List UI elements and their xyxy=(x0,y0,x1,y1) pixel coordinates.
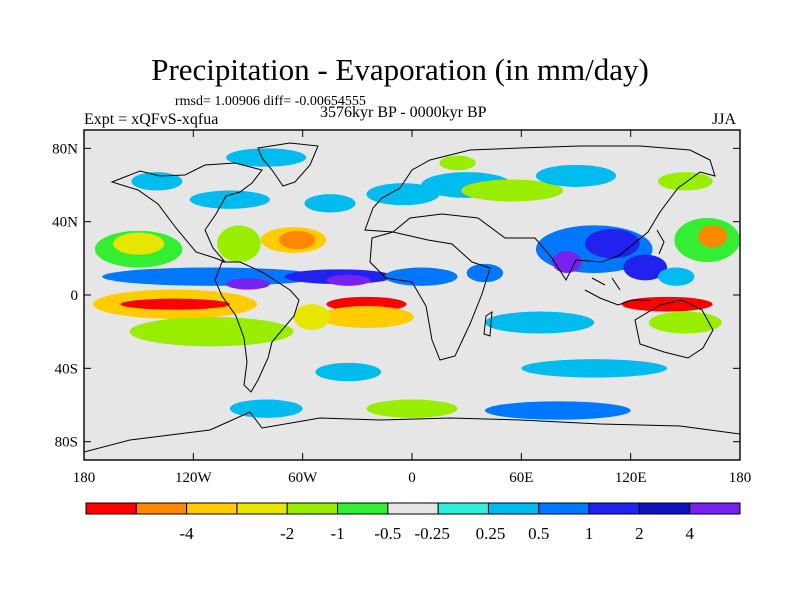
field-patch-35 xyxy=(621,296,713,312)
field-patch-25 xyxy=(326,274,371,286)
coast-south-america xyxy=(214,261,300,393)
map-axes: 80N 40N 0 40S 80S 180 120W 60W 0 60E 120E 180 xyxy=(52,130,751,486)
colorbar-swatch-7 xyxy=(437,502,489,515)
lon-tick-label-3: 0 xyxy=(408,470,416,486)
lon-tick-label-2: 60W xyxy=(288,470,318,486)
colorbar-swatch-11 xyxy=(638,502,691,515)
coast-north-america xyxy=(110,162,263,263)
lat-tick-label-1: 40N xyxy=(52,215,78,231)
colorbar-swatch-8 xyxy=(487,502,540,515)
colorbar-label-3: -0.5 xyxy=(374,524,401,543)
lat-tick-label-2: 0 xyxy=(71,288,79,304)
period-label: 3576kyr BP - 0000kyr BP xyxy=(320,104,487,121)
colorbar-label-9: 4 xyxy=(685,524,694,543)
colorbar-swatch-3 xyxy=(236,502,288,515)
colorbar-label-7: 1 xyxy=(585,524,594,543)
field-patch-2 xyxy=(217,225,261,262)
colorbar-swatch-5 xyxy=(337,502,389,515)
field-patch-36 xyxy=(648,311,722,334)
colorbar-label-1: -2 xyxy=(280,524,294,543)
field-patch-19 xyxy=(552,251,582,273)
season-label: JJA xyxy=(712,111,737,128)
coast-africa xyxy=(369,231,491,361)
field-patch-24 xyxy=(226,278,270,290)
field-patch-32 xyxy=(319,306,414,328)
field-patch-18 xyxy=(585,229,640,259)
field-patch-21 xyxy=(658,267,695,286)
lat-tick-label-4: 80S xyxy=(55,435,78,451)
coast-europe-asia xyxy=(364,145,716,282)
lat-tick-label-0: 80N xyxy=(52,141,78,157)
lon-tick-label-6: 180 xyxy=(729,470,752,486)
experiment-label: Expt = xQFvS-xqfua xyxy=(84,111,219,128)
field-patch-11 xyxy=(461,179,564,202)
field-patch-39 xyxy=(229,399,303,418)
field-patch-26 xyxy=(384,267,458,286)
field-patch-40 xyxy=(484,401,631,420)
field-patch-8 xyxy=(131,172,183,191)
field-patch-41 xyxy=(366,399,458,418)
field-patch-34 xyxy=(484,311,595,334)
coast-antarctica xyxy=(84,411,740,453)
coast-indonesia xyxy=(584,277,650,306)
coast-australia xyxy=(634,299,714,359)
field-patch-13 xyxy=(658,172,713,191)
colorbar-swatch-0 xyxy=(85,502,137,515)
field-patch-38 xyxy=(521,359,668,378)
stats-label: rmsd= 1.00906 diff= -0.00654555 xyxy=(175,94,366,109)
colorbar-label-8: 2 xyxy=(635,524,644,543)
field-patch-29 xyxy=(120,298,230,310)
field-patch-9 xyxy=(366,183,440,206)
colorbar-label-4: -0.25 xyxy=(414,524,449,543)
field-patch-7 xyxy=(226,148,307,167)
field-patch-27 xyxy=(466,263,504,283)
field-patch-14 xyxy=(439,155,476,171)
field-patch-20 xyxy=(623,254,668,281)
field-patch-33 xyxy=(293,304,330,330)
colorbar-swatch-1 xyxy=(135,502,188,515)
precipitation-field xyxy=(93,148,740,420)
chart-title: Precipitation - Evaporation (in mm/day) xyxy=(151,52,649,87)
coastlines xyxy=(84,142,740,453)
colorbar-swatch-10 xyxy=(588,502,640,515)
colorbar-label-0: -4 xyxy=(180,524,195,543)
colorbar-swatch-9 xyxy=(538,502,590,515)
colorbar-swatch-2 xyxy=(186,502,238,515)
colorbar-label-6: 0.5 xyxy=(528,524,549,543)
field-patch-6 xyxy=(189,190,270,209)
field-patch-5 xyxy=(304,194,356,213)
field-patch-4 xyxy=(278,230,316,250)
lon-tick-label-4: 60E xyxy=(509,470,533,486)
coast-greenland xyxy=(257,142,319,187)
coast-madagascar xyxy=(483,311,493,337)
colorbar-swatch-4 xyxy=(286,502,339,515)
field-patch-37 xyxy=(315,362,382,382)
colorbar-label-5: 0.25 xyxy=(476,524,506,543)
field-patch-1 xyxy=(113,232,165,255)
colorbar-label-2: -1 xyxy=(330,524,344,543)
coast-japan xyxy=(656,229,665,255)
lon-tick-label-1: 120W xyxy=(175,470,213,486)
field-patch-12 xyxy=(535,164,617,187)
colorbar-swatch-6 xyxy=(387,502,439,515)
colorbar: -4 -2 -1 -0.5 -0.25 0.25 0.5 1 2 4 xyxy=(85,502,741,543)
lon-tick-label-0: 180 xyxy=(73,470,96,486)
field-patch-30 xyxy=(129,317,294,347)
colorbar-swatch-12 xyxy=(689,502,741,515)
lon-tick-label-5: 120E xyxy=(615,470,647,486)
field-patch-16 xyxy=(698,225,728,248)
lat-tick-label-3: 40S xyxy=(55,361,78,377)
